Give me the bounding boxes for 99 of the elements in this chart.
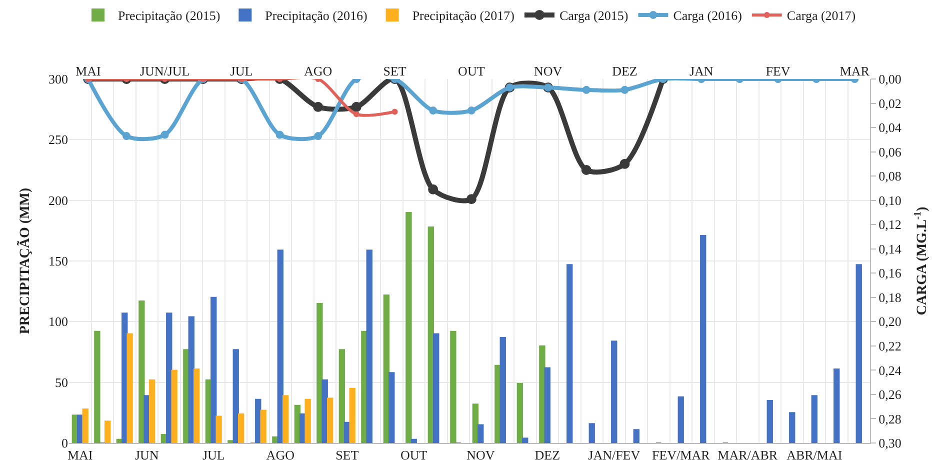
- y2-tick-label: 0,18: [878, 290, 902, 305]
- x-tick-label: JUL: [230, 63, 253, 78]
- bar: [138, 300, 145, 443]
- y-tick-label: 300: [48, 72, 68, 87]
- legend-label: Precipitação (2016): [265, 8, 368, 24]
- y2-tick-label: 0,10: [878, 192, 902, 208]
- bar: [566, 264, 573, 443]
- y2-tick-label: 0,02: [878, 96, 902, 111]
- x-tick-label: JUL: [202, 448, 225, 463]
- legend-label: Carga (2016): [673, 8, 742, 24]
- legend-label: Precipitação (2017): [412, 8, 514, 24]
- y2-tick-label: 0,22: [878, 338, 902, 354]
- bar: [433, 333, 440, 443]
- x-tick-label: FEV/MAR: [652, 448, 710, 463]
- bar: [700, 235, 706, 443]
- bar: [472, 404, 479, 443]
- bar: [277, 250, 284, 443]
- bar: [232, 349, 239, 443]
- bar: [282, 395, 289, 443]
- bar: [228, 440, 234, 443]
- bar: [216, 416, 222, 443]
- y2-tick-label: 0,24: [878, 362, 902, 378]
- x-tick-label: MAI: [76, 63, 101, 78]
- legend-label: Precipitação (2015): [118, 8, 220, 24]
- bar: [366, 250, 372, 443]
- y-axis-title: PRECIPITAÇÃO (MM): [16, 188, 34, 334]
- bar: [82, 408, 88, 443]
- x-tick-label: SET: [383, 63, 406, 78]
- x-tick-label: DEZ: [612, 63, 638, 78]
- bar: [633, 429, 640, 443]
- bar: [104, 420, 111, 443]
- bar: [410, 438, 417, 443]
- bar: [126, 333, 133, 443]
- legend-label: Carga (2015): [559, 8, 628, 24]
- x-tick-label: MAI: [67, 448, 93, 463]
- bar: [316, 302, 323, 443]
- bar: [326, 398, 334, 443]
- y2-tick-label: 0,16: [878, 266, 902, 281]
- bar: [856, 264, 862, 443]
- x-tick-label: FEV: [766, 63, 791, 78]
- bar: [516, 383, 524, 443]
- bar: [789, 412, 796, 443]
- bar: [338, 349, 346, 443]
- bar: [678, 396, 684, 443]
- y2-tick-label: 0,26: [878, 387, 902, 402]
- bar: [588, 423, 595, 443]
- x-tick-label: JAN/FEV: [588, 448, 641, 463]
- y-tick-label: 100: [48, 314, 68, 330]
- y2-tick-label: 0,04: [878, 120, 902, 136]
- bar: [522, 438, 528, 443]
- bar: [611, 340, 618, 443]
- bar: [834, 368, 840, 443]
- x-tick-label: JUN/JUL: [140, 63, 190, 78]
- x-tick-label: JUN: [134, 448, 160, 463]
- bar: [500, 336, 506, 443]
- y2-tick-label: 0,00: [878, 72, 902, 87]
- bar: [478, 424, 484, 443]
- x-tick-label: NOV: [534, 63, 563, 78]
- bar: [94, 330, 100, 443]
- bar: [210, 296, 217, 443]
- x-tick-label: AGO: [304, 63, 332, 78]
- y-tick-label: 0: [62, 436, 68, 451]
- legend-label: Carga (2017): [786, 8, 856, 24]
- bar: [171, 370, 178, 443]
- x-tick-label: OUT: [400, 448, 428, 463]
- bar: [238, 413, 244, 443]
- bar: [766, 400, 773, 443]
- y2-tick-label: 0,14: [878, 241, 902, 256]
- x-tick-label: MAR: [840, 63, 870, 78]
- y2-tick-label: 0,12: [878, 217, 902, 232]
- y-tick-label: 150: [48, 254, 68, 269]
- bar: [304, 398, 311, 443]
- y2-tick-label: 0,08: [878, 168, 902, 184]
- x-tick-label: SET: [336, 448, 359, 463]
- y-tick-label: 50: [55, 374, 68, 390]
- x-tick-label: DEZ: [534, 448, 560, 463]
- bar: [544, 367, 550, 443]
- bar: [539, 345, 546, 443]
- bar: [406, 212, 412, 443]
- x-tick-label: NOV: [466, 448, 496, 463]
- bar: [272, 436, 278, 443]
- x-tick-label: OUT: [458, 63, 485, 78]
- y2-tick-label: 0,20: [878, 314, 902, 330]
- bar: [349, 388, 356, 443]
- bar: [811, 395, 818, 443]
- bar: [450, 330, 456, 443]
- bar: [388, 372, 395, 443]
- bar: [148, 379, 156, 443]
- y2-tick-label: 0,28: [878, 411, 902, 426]
- bar: [193, 368, 200, 443]
- x-tick-label: JAN: [689, 63, 714, 78]
- x-tick-label: AGO: [266, 448, 294, 463]
- y-tick-label: 250: [48, 132, 68, 148]
- x-tick-label: ABR/MAI: [786, 448, 842, 463]
- y-tick-label: 200: [48, 192, 68, 208]
- bar: [260, 410, 266, 443]
- y2-tick-label: 0,30: [878, 436, 902, 451]
- x-tick-label: MAR/ABR: [718, 448, 778, 463]
- y2-tick-label: 0,06: [878, 144, 902, 160]
